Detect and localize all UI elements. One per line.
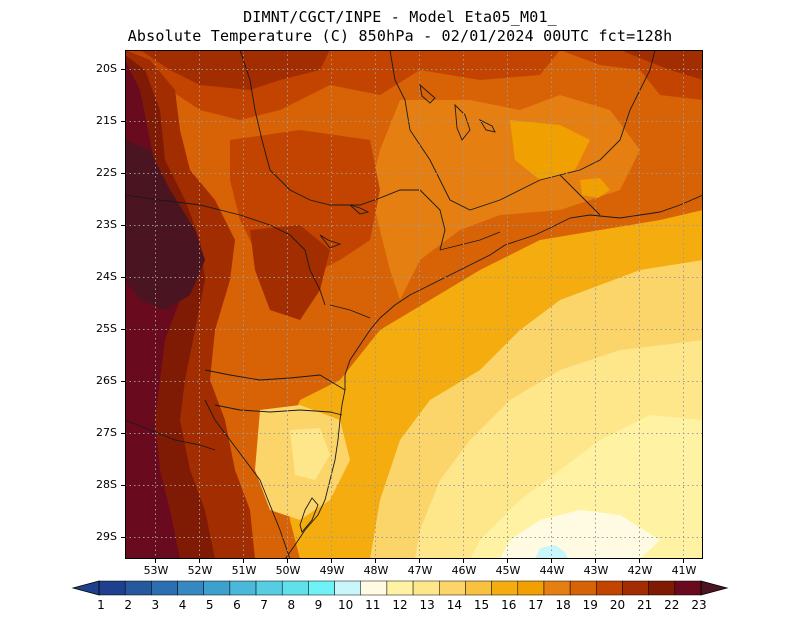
lat-label-28s: 28S: [96, 478, 117, 491]
lon-label-51w: 51W: [231, 564, 257, 577]
state-border-9: [559, 174, 601, 216]
state-border-2: [239, 50, 446, 251]
lon-label-47w: 47W: [407, 564, 433, 577]
state-border-4: [329, 304, 371, 319]
temperature-field: [125, 50, 703, 559]
lon-label-46w: 46W: [451, 564, 477, 577]
lagoon: [299, 497, 319, 533]
lat-label-22s: 22S: [96, 166, 117, 179]
colorbar-label: 1: [97, 598, 105, 612]
colorbar-label: 7: [260, 598, 268, 612]
lat-label-26s: 26S: [96, 374, 117, 387]
colorbar-label: 23: [691, 598, 707, 612]
reservoir-1: [419, 83, 436, 104]
lat-label-23s: 23S: [96, 218, 117, 231]
lon-label-43w: 43W: [583, 564, 609, 577]
gridlines: [125, 50, 703, 559]
lat-label-24s: 24S: [96, 270, 117, 283]
colorbar-label: 10: [337, 598, 354, 612]
colorbar-label: 16: [501, 598, 517, 612]
lat-label-21s: 21S: [96, 114, 117, 127]
lon-label-49w: 49W: [319, 564, 345, 577]
lat-label-27s: 27S: [96, 426, 117, 439]
lon-label-52w: 52W: [187, 564, 213, 577]
reservoir-4: [319, 234, 342, 249]
colorbar-label: 21: [636, 598, 653, 612]
lat-label-25s: 25S: [96, 322, 117, 335]
state-border-1: [125, 194, 326, 306]
lon-label-44w: 44W: [539, 564, 565, 577]
chart-title-line1: DIMNT/CGCT/INPE - Model Eta05_M01_: [243, 8, 557, 26]
colorbar-label: 12: [392, 598, 408, 612]
colorbar-label: 14: [446, 598, 462, 612]
boundaries: [125, 50, 703, 559]
colorbar-label: 15: [473, 598, 490, 612]
colorbar-label: 19: [582, 598, 598, 612]
lat-label-29s: 29S: [96, 530, 117, 543]
reservoir-5: [349, 204, 370, 215]
axis-ticks: [121, 69, 684, 563]
lon-label-42w: 42W: [627, 564, 653, 577]
colorbar-label: 2: [124, 598, 132, 612]
state-border-5: [204, 369, 346, 391]
colorbar-label: 11: [365, 598, 381, 612]
state-border-3: [389, 50, 656, 211]
chart-title-line2: Absolute Temperature (C) 850hPa - 02/01/…: [127, 27, 673, 45]
state-border-8: [439, 231, 501, 251]
reservoir-3: [478, 118, 496, 133]
lon-label-45w: 45W: [495, 564, 521, 577]
map-frame: [125, 50, 703, 559]
colorbar-label: 22: [664, 598, 680, 612]
colorbar-label: 17: [528, 598, 544, 612]
lon-label-50w: 50W: [275, 564, 301, 577]
lon-label-41w: 41W: [671, 564, 697, 577]
colorbar-label: 9: [314, 598, 323, 612]
colorbar-label: 4: [178, 598, 187, 612]
colorbar-label: 13: [419, 598, 435, 612]
colorbar-label: 20: [609, 598, 626, 612]
colorbar-label: 6: [233, 598, 241, 612]
lon-label-53w: 53W: [143, 564, 169, 577]
state-border-7: [214, 404, 343, 416]
lon-label-48w: 48W: [363, 564, 389, 577]
lat-label-20s: 20S: [96, 62, 117, 75]
colorbar-label: 8: [287, 598, 296, 612]
country-border: [125, 419, 216, 451]
colorbar-label: 5: [205, 598, 214, 612]
colorbar-label: 3: [151, 598, 160, 612]
colorbar-label: 18: [555, 598, 571, 612]
state-border-6: [204, 399, 291, 559]
